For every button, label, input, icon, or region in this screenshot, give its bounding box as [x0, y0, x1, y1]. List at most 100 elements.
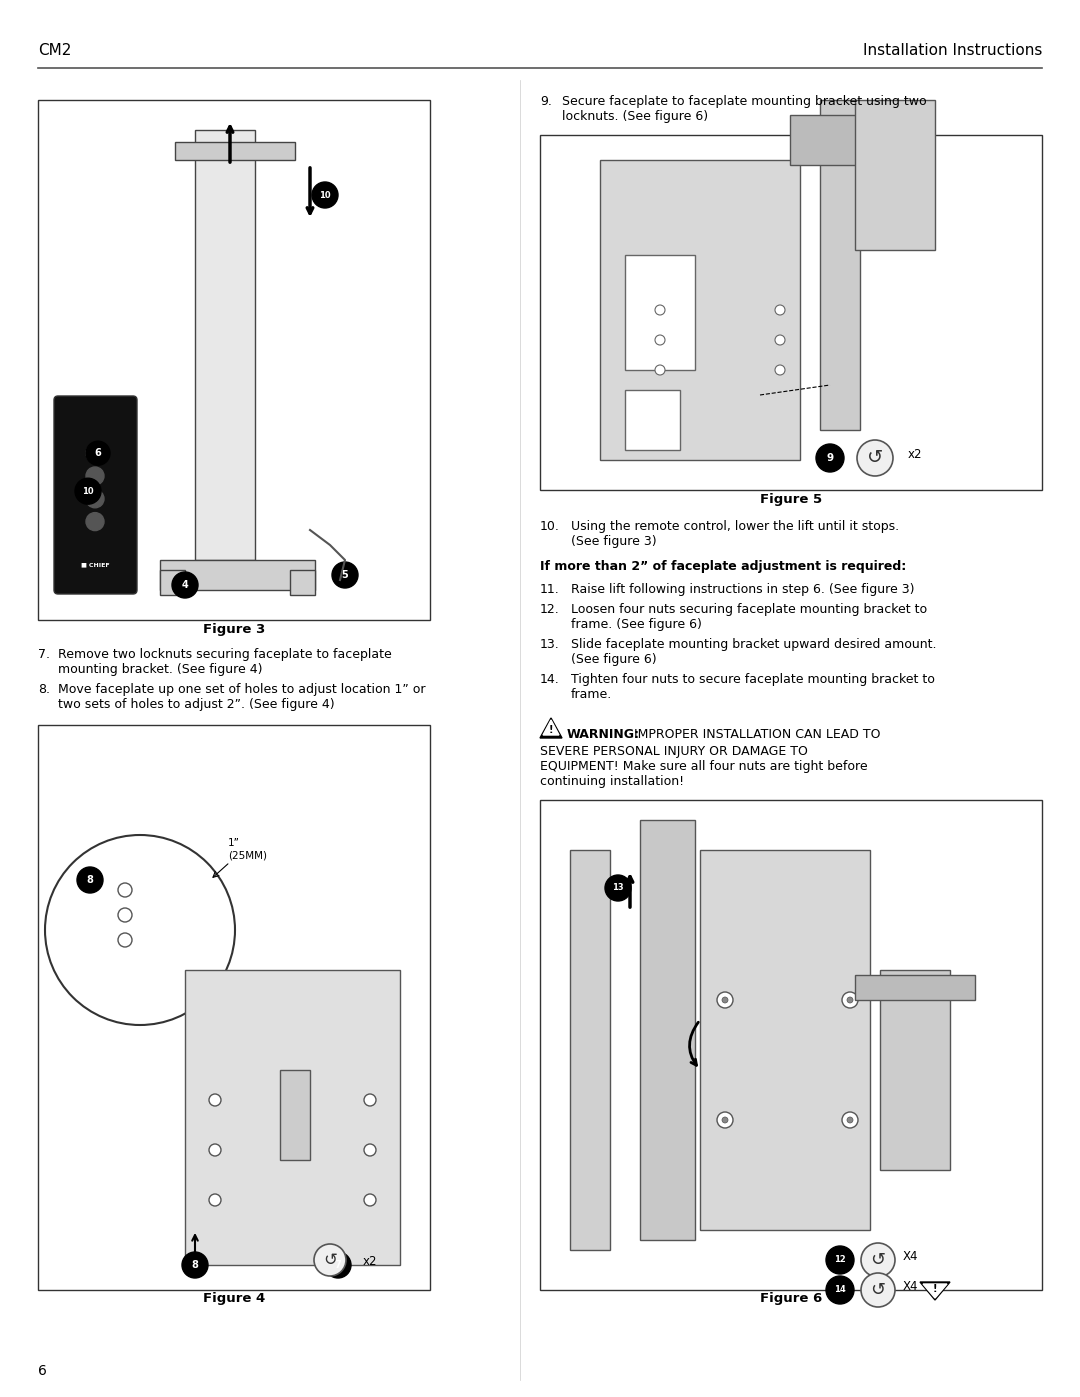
Circle shape [314, 1243, 346, 1275]
FancyBboxPatch shape [540, 800, 1042, 1289]
FancyBboxPatch shape [38, 101, 430, 620]
FancyBboxPatch shape [540, 136, 1042, 490]
Circle shape [858, 440, 893, 476]
Text: (See figure 6): (See figure 6) [571, 652, 657, 666]
Text: 7.: 7. [38, 648, 50, 661]
Bar [160, 570, 185, 595]
Circle shape [364, 1194, 376, 1206]
Text: 13.: 13. [540, 638, 559, 651]
Text: Secure faceplate to faceplate mounting bracket using two: Secure faceplate to faceplate mounting b… [562, 95, 927, 108]
Text: Figure 5: Figure 5 [760, 493, 822, 506]
Circle shape [210, 1094, 221, 1106]
Text: locknuts. (See figure 6): locknuts. (See figure 6) [562, 110, 708, 123]
Text: !: ! [549, 725, 553, 735]
Circle shape [183, 1252, 208, 1278]
Text: Move faceplate up one set of holes to adjust location 1” or: Move faceplate up one set of holes to ad… [58, 683, 426, 696]
Circle shape [861, 1243, 895, 1277]
Text: 8: 8 [191, 1260, 199, 1270]
Circle shape [775, 305, 785, 314]
Circle shape [775, 365, 785, 374]
Circle shape [86, 441, 110, 465]
Text: ■ CHIEF: ■ CHIEF [81, 563, 109, 567]
Text: Figure 3: Figure 3 [203, 623, 265, 636]
Circle shape [717, 992, 733, 1009]
Circle shape [605, 875, 631, 901]
Text: Raise lift following instructions in step 6. (See figure 3): Raise lift following instructions in ste… [571, 583, 915, 597]
Text: 11.: 11. [540, 583, 559, 597]
Circle shape [86, 444, 104, 462]
Circle shape [45, 835, 235, 1025]
Bar [291, 570, 315, 595]
Text: 4: 4 [181, 580, 188, 590]
Text: 10: 10 [82, 486, 94, 496]
Text: ↺: ↺ [323, 1250, 337, 1268]
Text: Figure 6: Figure 6 [760, 1292, 822, 1305]
Text: (See figure 3): (See figure 3) [571, 535, 657, 548]
Circle shape [654, 365, 665, 374]
Bar [570, 849, 610, 1250]
Bar [789, 115, 900, 165]
Text: ↺: ↺ [870, 1281, 886, 1299]
Text: 14: 14 [834, 1285, 846, 1295]
Circle shape [826, 1275, 854, 1303]
Circle shape [86, 513, 104, 531]
Circle shape [842, 992, 858, 1009]
Circle shape [861, 1273, 895, 1308]
Circle shape [118, 883, 132, 897]
Text: !: ! [933, 1284, 937, 1294]
Text: two sets of holes to adjust 2”. (See figure 4): two sets of holes to adjust 2”. (See fig… [58, 698, 335, 711]
Text: EQUIPMENT! Make sure all four nuts are tight before: EQUIPMENT! Make sure all four nuts are t… [540, 760, 867, 773]
Text: Loosen four nuts securing faceplate mounting bracket to: Loosen four nuts securing faceplate moun… [571, 604, 927, 616]
Circle shape [86, 490, 104, 507]
Circle shape [654, 305, 665, 314]
Text: 12: 12 [834, 1256, 846, 1264]
Text: x2: x2 [908, 448, 922, 461]
Bar [600, 161, 800, 460]
Text: 8.: 8. [38, 683, 50, 696]
Circle shape [364, 1094, 376, 1106]
Text: Tighten four nuts to secure faceplate mounting bracket to: Tighten four nuts to secure faceplate mo… [571, 673, 935, 686]
Bar [700, 849, 870, 1229]
Circle shape [77, 868, 103, 893]
Circle shape [826, 1246, 854, 1274]
Text: X4: X4 [903, 1280, 918, 1294]
Circle shape [842, 1112, 858, 1127]
Bar [625, 390, 680, 450]
Circle shape [723, 1118, 728, 1123]
Text: 7: 7 [335, 1260, 341, 1270]
Text: mounting bracket. (See figure 4): mounting bracket. (See figure 4) [58, 664, 262, 676]
Bar [640, 820, 696, 1241]
Text: X4: X4 [903, 1250, 918, 1263]
Bar [195, 130, 255, 560]
Circle shape [654, 335, 665, 345]
Text: Figure 4: Figure 4 [203, 1292, 265, 1305]
Text: 13: 13 [612, 883, 624, 893]
Text: Slide faceplate mounting bracket upward desired amount.: Slide faceplate mounting bracket upward … [571, 638, 936, 651]
Polygon shape [543, 719, 559, 735]
Text: WARNING:: WARNING: [567, 728, 640, 740]
Circle shape [364, 1144, 376, 1155]
Polygon shape [923, 1284, 947, 1298]
Circle shape [847, 1118, 853, 1123]
FancyBboxPatch shape [54, 395, 137, 594]
Circle shape [210, 1144, 221, 1155]
Polygon shape [920, 1282, 950, 1301]
Text: ↺: ↺ [867, 448, 883, 468]
Text: 1”
(25MM): 1” (25MM) [228, 838, 267, 861]
Circle shape [775, 335, 785, 345]
Text: 8: 8 [86, 875, 94, 886]
Circle shape [847, 997, 853, 1003]
Bar [185, 970, 400, 1266]
Text: 9.: 9. [540, 95, 552, 108]
Text: Remove two locknuts securing faceplate to faceplate: Remove two locknuts securing faceplate t… [58, 648, 392, 661]
Text: 14.: 14. [540, 673, 559, 686]
Text: Using the remote control, lower the lift until it stops.: Using the remote control, lower the lift… [571, 520, 900, 534]
Text: CM2: CM2 [38, 43, 71, 59]
FancyBboxPatch shape [38, 725, 430, 1289]
Circle shape [717, 1112, 733, 1127]
Bar [880, 970, 950, 1171]
Text: 12.: 12. [540, 604, 559, 616]
Circle shape [86, 467, 104, 485]
Circle shape [325, 1252, 351, 1278]
Circle shape [172, 571, 198, 598]
